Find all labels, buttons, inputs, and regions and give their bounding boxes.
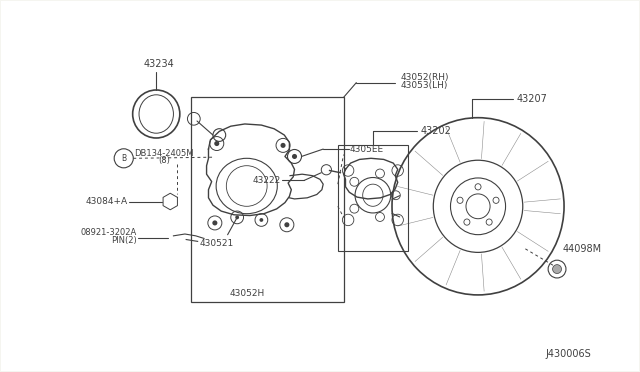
Text: 43053(LH): 43053(LH) bbox=[401, 81, 448, 90]
Bar bbox=[338, 145, 408, 251]
Ellipse shape bbox=[212, 220, 218, 225]
Text: 43207: 43207 bbox=[516, 94, 547, 104]
Bar bbox=[191, 97, 344, 302]
Ellipse shape bbox=[236, 215, 239, 219]
Text: DB134-2405M: DB134-2405M bbox=[134, 149, 194, 158]
Ellipse shape bbox=[214, 141, 220, 146]
Ellipse shape bbox=[259, 218, 263, 222]
Text: 43234: 43234 bbox=[144, 59, 175, 69]
Text: 43052(RH): 43052(RH) bbox=[401, 73, 449, 81]
Text: 44098M: 44098M bbox=[562, 244, 601, 254]
Text: J430006S: J430006S bbox=[545, 349, 591, 359]
Text: (8): (8) bbox=[158, 156, 170, 166]
Text: 43222: 43222 bbox=[252, 176, 280, 185]
Text: 430521: 430521 bbox=[200, 239, 234, 248]
Text: B: B bbox=[121, 154, 126, 163]
Text: PIN(2): PIN(2) bbox=[111, 236, 137, 245]
Text: 08921-3202A: 08921-3202A bbox=[81, 228, 137, 237]
Ellipse shape bbox=[552, 264, 561, 273]
Ellipse shape bbox=[284, 222, 289, 227]
Ellipse shape bbox=[292, 154, 297, 159]
Ellipse shape bbox=[280, 143, 285, 148]
Text: 43202: 43202 bbox=[420, 126, 452, 136]
Text: 43052H: 43052H bbox=[229, 289, 264, 298]
Text: 4305EE: 4305EE bbox=[350, 145, 384, 154]
Text: 43084+A: 43084+A bbox=[85, 197, 127, 206]
